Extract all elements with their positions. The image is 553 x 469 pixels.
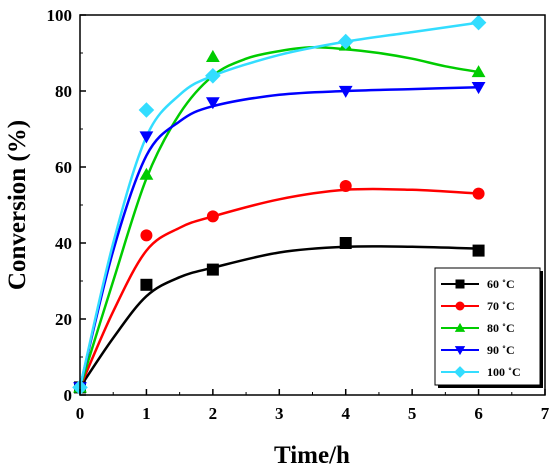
legend-marker <box>454 366 466 378</box>
fit-curve <box>78 46 479 388</box>
x-tick-label: 5 <box>408 404 417 423</box>
data-point <box>206 263 219 276</box>
legend-label: 70 ˚C <box>487 299 515 313</box>
x-tick-label: 2 <box>209 404 218 423</box>
legend-label: 90 ˚C <box>487 343 515 357</box>
x-tick-label: 7 <box>541 404 550 423</box>
axis-ticks: 0 1 2 3 4 5 6 7 0 20 40 60 80 100 <box>47 6 550 423</box>
data-point <box>337 33 354 50</box>
data-point <box>139 167 154 180</box>
data-point <box>140 278 153 291</box>
fit-curve <box>78 245 479 389</box>
data-point <box>471 82 486 95</box>
legend-marker <box>454 346 466 356</box>
data-markers <box>72 14 487 396</box>
fit-curve <box>78 85 479 388</box>
data-point <box>206 210 219 223</box>
y-tick-label: 80 <box>55 82 72 101</box>
legend-marker <box>455 301 465 311</box>
x-tick-label: 6 <box>474 404 483 423</box>
legend-marker <box>454 322 466 332</box>
y-tick-label: 40 <box>55 234 72 253</box>
y-tick-label: 60 <box>55 158 72 177</box>
x-tick-label: 3 <box>275 404 284 423</box>
data-point <box>471 65 486 78</box>
fit-curve <box>78 187 479 388</box>
x-tick-label: 4 <box>341 404 350 423</box>
x-tick-label: 1 <box>142 404 151 423</box>
data-point <box>472 244 485 257</box>
legend-label: 100 ˚C <box>487 365 521 379</box>
y-tick-label: 100 <box>47 6 73 25</box>
legend-label: 80 ˚C <box>487 321 515 335</box>
y-tick-label: 20 <box>55 310 72 329</box>
data-point <box>470 14 487 31</box>
data-point <box>140 229 153 242</box>
fit-curve <box>78 21 479 388</box>
data-point <box>205 97 220 110</box>
y-axis-title: Conversion (%) <box>4 120 31 290</box>
data-point <box>339 237 352 249</box>
data-point <box>205 49 220 62</box>
data-point <box>472 187 485 200</box>
fit-curves <box>78 21 479 389</box>
data-point <box>338 85 353 98</box>
x-tick-label: 0 <box>76 404 85 423</box>
legend: 60 ˚C 70 ˚C 80 ˚C 90 ˚C 100 ˚C <box>434 267 543 388</box>
legend-marker <box>455 279 465 289</box>
data-point <box>205 68 221 84</box>
data-point <box>138 102 155 118</box>
data-point <box>139 131 154 144</box>
legend-label: 60 ˚C <box>487 277 515 291</box>
x-axis-title: Time/h <box>274 442 350 469</box>
legend-box <box>434 267 541 386</box>
data-point <box>339 180 352 192</box>
y-tick-label: 0 <box>64 386 73 405</box>
